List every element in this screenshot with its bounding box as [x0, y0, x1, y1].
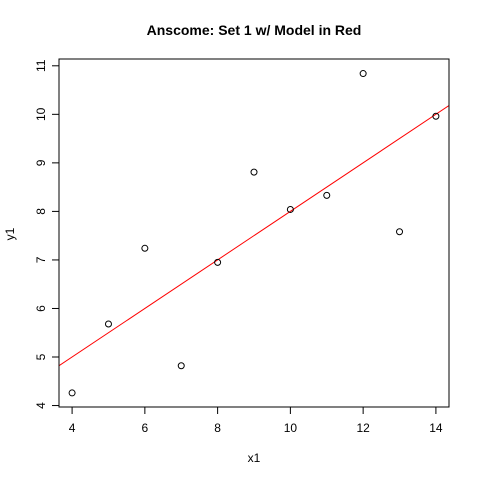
- x-tick-label: 8: [214, 421, 221, 435]
- y-tick-label: 9: [34, 159, 48, 166]
- data-point: [141, 244, 149, 252]
- plot-frame: [58, 58, 450, 408]
- y-tick-label: 5: [34, 353, 48, 360]
- x-tick-label: 6: [142, 421, 149, 435]
- x-tick-label: 10: [284, 421, 298, 435]
- data-point: [68, 389, 76, 397]
- plot-area: 4 6 8 10 12 14 4 5 6 7 8 9 10 11: [34, 58, 450, 435]
- y-axis-label: y1: [3, 227, 17, 240]
- model-line: [59, 105, 449, 367]
- data-point: [214, 258, 222, 266]
- data-point: [432, 112, 440, 120]
- y-tick-label: 8: [34, 208, 48, 215]
- data-point: [286, 205, 294, 213]
- data-point: [250, 168, 258, 176]
- y-tick-label: 11: [34, 59, 48, 72]
- x-tick-label: 14: [429, 421, 443, 435]
- data-point: [359, 70, 367, 78]
- y-tick-label: 7: [34, 256, 48, 263]
- y-tick-label: 10: [34, 107, 48, 121]
- y-tick-label: 6: [34, 305, 48, 312]
- data-point: [104, 320, 112, 328]
- x-axis-label: x1: [248, 451, 261, 465]
- x-tick-label: 4: [69, 421, 76, 435]
- y-tick-label: 4: [34, 402, 48, 409]
- chart-title: Anscome: Set 1 w/ Model in Red: [147, 22, 362, 38]
- data-point: [396, 228, 404, 236]
- data-point: [177, 362, 185, 370]
- data-point: [323, 191, 331, 199]
- x-tick-label: 12: [356, 421, 370, 435]
